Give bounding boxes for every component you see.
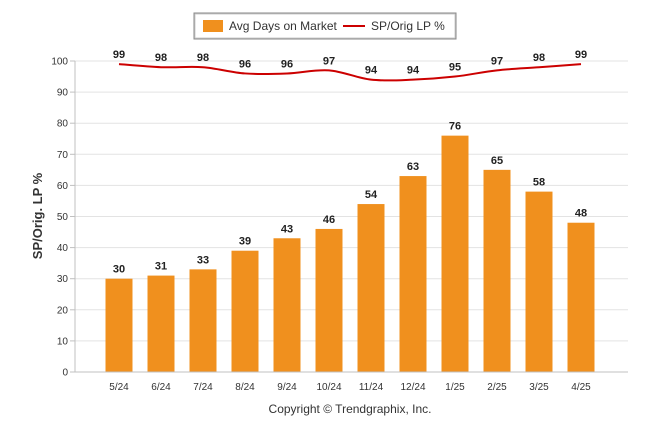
x-tick-label: 8/24 <box>235 382 255 393</box>
line-value-label: 96 <box>281 58 293 70</box>
line-series <box>118 63 582 82</box>
x-axis-ticks: 5/24 6/24 7/24 8/24 9/24 10/24 11/24 12/24 1/25 2… <box>75 371 628 393</box>
bar <box>357 204 385 372</box>
bar <box>231 250 259 372</box>
y-axis-ticks: 0 10 20 30 40 50 60 70 80 90 100 <box>51 57 76 379</box>
x-tick-label: 3/25 <box>529 382 549 393</box>
legend-box <box>193 12 457 40</box>
y-tick-label: 0 <box>62 368 68 379</box>
bar <box>525 191 553 372</box>
bar-value-label: 43 <box>281 223 293 235</box>
x-tick-label: 9/24 <box>277 382 297 393</box>
x-tick-label: 1/25 <box>445 382 465 393</box>
line-value-label: 99 <box>113 49 125 61</box>
bar-value-label: 33 <box>197 254 209 266</box>
line-value-label: 98 <box>197 52 209 64</box>
x-tick-label: 10/24 <box>316 382 341 393</box>
bar <box>567 222 595 372</box>
line-value-label: 98 <box>533 52 545 64</box>
legend-swatch-bar <box>203 20 223 32</box>
bar <box>273 238 301 372</box>
bar-value-label: 76 <box>449 121 461 133</box>
bar-value-label: 48 <box>575 208 587 220</box>
y-tick-label: 70 <box>57 150 69 161</box>
copyright-credit: Copyright © Trendgraphix, Inc. <box>269 402 432 416</box>
line-value-label: 94 <box>407 65 420 77</box>
x-tick-label: 4/25 <box>571 382 591 393</box>
bar <box>189 269 217 372</box>
legend-box-inner <box>194 13 456 39</box>
bar-data-labels: 30 31 33 39 43 46 54 63 76 65 58 48 <box>113 121 587 276</box>
y-tick-label: 100 <box>51 57 68 68</box>
bar-series <box>105 135 595 372</box>
legend: Avg Days on Market SP/Orig LP % <box>193 12 457 40</box>
bar-value-label: 65 <box>491 155 503 167</box>
line-value-label: 95 <box>449 62 461 74</box>
line-value-label: 99 <box>575 49 587 61</box>
line-value-label: 97 <box>491 55 503 67</box>
line-value-label: 96 <box>239 58 251 70</box>
bar <box>483 169 511 372</box>
bar-value-label: 39 <box>239 236 251 248</box>
y-tick-label: 10 <box>57 336 69 347</box>
bar-value-label: 63 <box>407 161 419 173</box>
bar <box>147 275 175 372</box>
y-tick-label: 50 <box>57 212 69 223</box>
bar-value-label: 46 <box>323 214 335 226</box>
y-axis-title: SP/Orig. LP % <box>30 172 45 259</box>
line-value-label: 97 <box>323 55 335 67</box>
y-tick-label: 90 <box>57 88 69 99</box>
line-path <box>118 63 582 82</box>
bar <box>315 228 343 372</box>
x-tick-label: 2/25 <box>487 382 507 393</box>
x-tick-label: 7/24 <box>193 382 213 393</box>
line-data-labels: 99 98 98 96 96 97 94 94 95 97 98 99 <box>113 49 587 77</box>
bar-value-label: 31 <box>155 261 167 273</box>
y-tick-label: 60 <box>57 181 69 192</box>
y-tick-label: 80 <box>57 119 69 130</box>
bar-value-label: 30 <box>113 264 125 276</box>
bar <box>399 176 427 372</box>
y-tick-label: 30 <box>57 274 69 285</box>
line-value-label: 94 <box>365 65 378 77</box>
legend-label-bar: Avg Days on Market <box>229 19 337 33</box>
legend-label-line: SP/Orig LP % <box>371 19 445 33</box>
x-tick-label: 12/24 <box>400 382 425 393</box>
bar <box>105 278 133 372</box>
y-tick-label: 40 <box>57 243 69 254</box>
x-tick-label: 5/24 <box>109 382 129 393</box>
bar-value-label: 54 <box>365 189 378 201</box>
bar <box>441 135 469 372</box>
line-value-label: 98 <box>155 52 167 64</box>
bar-value-label: 58 <box>533 177 545 189</box>
x-tick-label: 6/24 <box>151 382 171 393</box>
y-tick-label: 20 <box>57 305 69 316</box>
x-tick-label: 11/24 <box>359 382 384 393</box>
